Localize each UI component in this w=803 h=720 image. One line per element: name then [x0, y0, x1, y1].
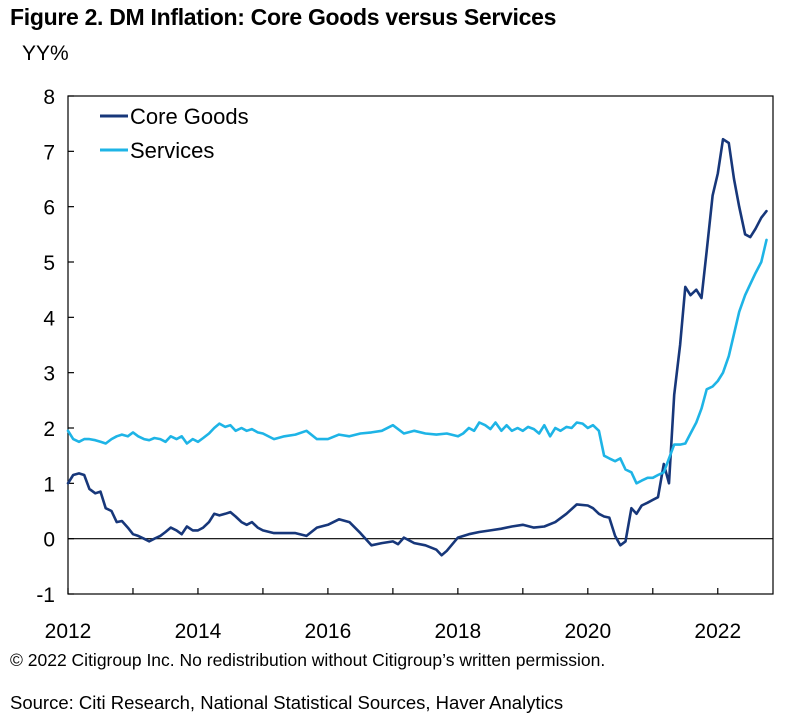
- y-tick-label: 4: [43, 307, 55, 330]
- y-tick-label: 6: [43, 197, 55, 220]
- x-tick-label: 2018: [435, 620, 482, 643]
- y-tick-label: 1: [43, 473, 55, 496]
- source-note: Source: Citi Research, National Statisti…: [10, 692, 564, 713]
- x-tick-label: 2020: [564, 620, 611, 643]
- y-tick-label: 2: [43, 418, 55, 441]
- line-chart: -1 0 1 2 3 4 5 6 7 8 2012 2014 2016 2018 2020 2022 Core …: [36, 86, 774, 643]
- x-tick-label: 2014: [175, 620, 222, 643]
- plot-frame: [67, 95, 774, 595]
- x-tick-label: 2012: [45, 620, 92, 643]
- y-tick-label: -1: [36, 584, 55, 607]
- y-tick-label: 8: [43, 86, 55, 109]
- x-tick-label: 2022: [694, 620, 741, 643]
- y-tick-label: 5: [43, 252, 55, 275]
- y-tick-label: 3: [43, 363, 55, 386]
- copyright-notice: © 2022 Citigroup Inc. No redistribution …: [10, 650, 606, 670]
- chart-title: Figure 2. DM Inflation: Core Goods versu…: [10, 4, 557, 30]
- legend-label: Core Goods: [130, 104, 249, 129]
- x-tick-label: 2016: [305, 620, 352, 643]
- series-line-services: [66, 238, 768, 485]
- legend-label: Services: [130, 138, 214, 163]
- y-tick-label: 7: [43, 141, 55, 164]
- y-axis-unit-label: YY%: [22, 42, 69, 65]
- y-tick-label: 0: [43, 529, 55, 552]
- series-line-core-goods: [66, 137, 768, 557]
